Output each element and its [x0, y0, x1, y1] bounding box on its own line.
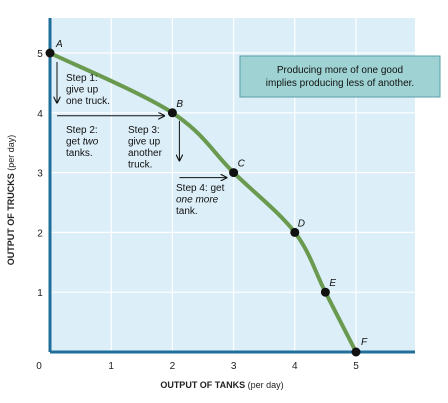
- point-label-e: E: [329, 278, 336, 289]
- step-3-line-2: give up: [128, 137, 161, 148]
- y-tick-label: 5: [37, 49, 43, 60]
- step-2-line-1: Step 2:: [66, 125, 98, 136]
- point-label-a: A: [55, 39, 63, 50]
- step-1-line-3: one truck.: [66, 96, 110, 107]
- x-tick-label: 0: [36, 361, 42, 372]
- curve-point-e: [320, 287, 330, 297]
- x-axis-title-main: OUTPUT OF TANKS: [160, 380, 245, 390]
- y-tick-labels: 1 2 3 4 5: [37, 49, 43, 299]
- point-label-c: C: [238, 159, 246, 170]
- x-axis-title-unit: (per day): [248, 380, 284, 390]
- step-1-line-2: give up: [66, 85, 99, 96]
- step-4-line-2: one more: [176, 195, 219, 206]
- step-arrows: [57, 62, 227, 178]
- y-tick-label: 1: [37, 288, 43, 299]
- step-1-line-1: Step 1:: [66, 73, 98, 84]
- x-tick-label: 4: [292, 361, 298, 372]
- curve-point-c: [229, 168, 239, 178]
- step-3-line-4: truck.: [128, 160, 152, 171]
- callout-line-1: Producing more of one good: [277, 65, 403, 76]
- curve-point-b: [167, 108, 177, 118]
- y-tick-label: 2: [37, 228, 43, 239]
- curve-point-a: [45, 48, 55, 58]
- x-axis-title: OUTPUT OF TANKS (per day): [160, 380, 283, 390]
- y-axis-title: OUTPUT OF TRUCKS (per day): [6, 135, 16, 266]
- callout-line-2: implies producing less of another.: [266, 78, 414, 89]
- step-3-line-3: another: [128, 148, 163, 159]
- step-2-line-3: tanks.: [66, 148, 93, 159]
- step-4-emphasis: one more: [176, 195, 219, 206]
- curve-points: A B C D E F: [45, 39, 368, 357]
- step-2-emphasis: two: [83, 137, 99, 148]
- y-axis-title-main: OUTPUT OF TRUCKS: [6, 173, 16, 265]
- step-4-line-3: tank.: [176, 206, 198, 217]
- callout-box: Producing more of one good implies produ…: [239, 55, 441, 98]
- point-label-f: F: [361, 337, 368, 348]
- x-tick-label: 3: [231, 361, 237, 372]
- step-2-text: get: [66, 137, 83, 148]
- curve-point-d: [290, 227, 300, 237]
- callout-rect: [239, 55, 441, 98]
- point-label-d: D: [298, 218, 305, 229]
- grid-lines: [50, 18, 415, 352]
- point-label-b: B: [176, 99, 183, 110]
- step-3-line-1: Step 3:: [128, 125, 160, 136]
- curve-point-f: [351, 347, 361, 357]
- y-tick-label: 3: [37, 169, 43, 180]
- step-2-line-2: get two: [66, 137, 99, 148]
- y-tick-label: 4: [37, 109, 43, 120]
- x-tick-label: 1: [108, 361, 114, 372]
- x-tick-label: 5: [353, 361, 359, 372]
- step-4-line-1: Step 4: get: [176, 183, 225, 194]
- x-tick-labels: 0 1 2 3 4 5: [36, 361, 359, 372]
- x-tick-label: 2: [170, 361, 176, 372]
- y-axis-title-unit: (per day): [6, 135, 16, 171]
